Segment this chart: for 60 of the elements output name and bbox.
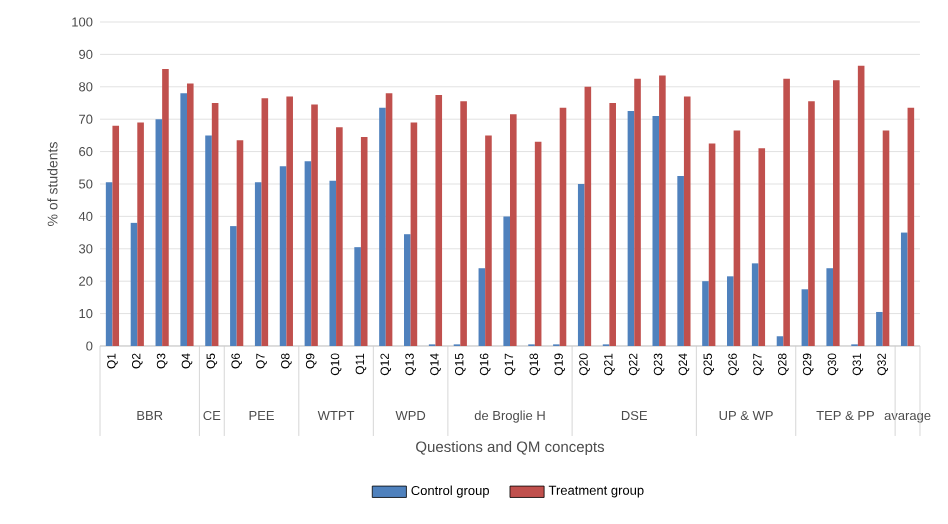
bar	[900, 232, 908, 346]
bar	[435, 94, 443, 346]
bar	[105, 182, 113, 346]
bar	[659, 75, 666, 346]
bar	[652, 115, 660, 346]
bar	[510, 114, 517, 346]
bar	[186, 83, 194, 346]
bar	[577, 183, 585, 346]
bar	[336, 127, 343, 346]
bar	[254, 182, 262, 346]
bar	[808, 101, 815, 346]
bar	[311, 104, 318, 346]
bar	[634, 78, 641, 346]
bar	[112, 125, 120, 346]
bar	[329, 180, 337, 346]
bar	[727, 276, 734, 346]
bar	[677, 175, 684, 346]
bar	[155, 119, 163, 346]
bar	[162, 68, 169, 346]
bar	[286, 96, 293, 346]
bar	[478, 268, 486, 346]
bar	[485, 135, 492, 346]
bar	[503, 216, 510, 346]
bar	[379, 107, 386, 346]
bar	[130, 222, 138, 346]
bar	[410, 122, 418, 346]
bar	[360, 137, 368, 346]
bar	[230, 226, 237, 346]
bar	[584, 86, 592, 346]
bar	[609, 102, 616, 346]
bar	[876, 311, 883, 346]
bar	[783, 78, 790, 346]
bar	[733, 130, 741, 346]
bar	[354, 247, 361, 346]
bar	[279, 166, 287, 346]
bar	[833, 80, 840, 346]
bar	[751, 263, 759, 346]
bar	[702, 281, 709, 346]
bar	[801, 289, 809, 346]
bar	[385, 93, 393, 346]
bar	[882, 130, 890, 346]
bar	[205, 135, 212, 346]
bar	[708, 143, 716, 346]
bar	[211, 102, 219, 346]
bar	[304, 161, 312, 346]
bar	[826, 268, 834, 346]
bar	[627, 111, 635, 346]
bar	[907, 107, 915, 346]
bar	[460, 101, 467, 346]
bar	[534, 141, 542, 346]
bar	[758, 148, 766, 346]
bar	[137, 122, 144, 346]
bar	[857, 65, 865, 346]
bar	[683, 96, 691, 346]
bar	[261, 98, 269, 346]
bar	[559, 107, 567, 346]
bar	[236, 140, 244, 346]
bar	[180, 93, 187, 346]
bar	[404, 234, 411, 346]
bar	[776, 336, 784, 346]
